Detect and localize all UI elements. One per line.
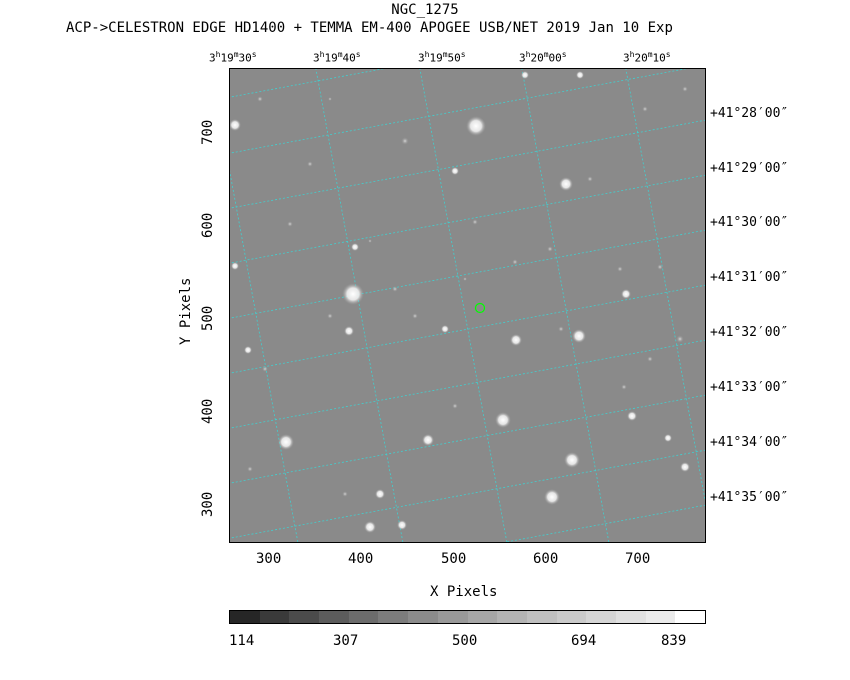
colorbar-segment [586,611,616,623]
colorbar-segment [289,611,320,623]
y-axis-label: Y Pixels [178,277,194,345]
colorbar-segment [408,611,438,623]
image-title: NGC_1275 [391,2,459,18]
coordinate-grid [230,69,705,542]
colorbar-segment [230,611,260,623]
colorbar-segment [319,611,349,623]
colorbar-label: 500 [452,633,478,649]
dec-tick-label: +41°29′00″ [710,161,789,176]
dec-tick-label: +41°31′00″ [710,270,789,285]
colorbar-segment [645,611,676,623]
ra-tick-label: 3h20m00s [519,50,567,65]
x-tick-label: 300 [256,551,282,567]
x-axis-label: X Pixels [430,584,498,600]
colorbar [229,610,706,624]
dec-tick-label: +41°28′00″ [710,106,789,121]
colorbar-segment [378,611,409,623]
y-tick-label: 500 [200,305,216,331]
colorbar-label: 839 [661,633,687,649]
colorbar-segment [259,611,290,623]
x-tick-label: 400 [348,551,374,567]
image-subtitle: ACP->CELESTRON EDGE HD1400 + TEMMA EM-40… [66,20,673,36]
sky-background [230,69,705,542]
colorbar-segment [675,611,705,623]
colorbar-segment [348,611,379,623]
ra-tick-label: 3h19m40s [313,50,361,65]
colorbar-segment [467,611,498,623]
x-tick-label: 600 [533,551,559,567]
y-tick-label: 400 [200,398,216,424]
y-tick-label: 700 [200,119,216,145]
stars [230,71,690,533]
x-tick-label: 500 [441,551,467,567]
colorbar-label: 114 [229,633,255,649]
target-marker [474,302,486,314]
ra-tick-label: 3h19m30s [209,50,257,65]
ra-tick-label: 3h19m50s [418,50,466,65]
y-tick-label: 300 [200,491,216,517]
dec-tick-label: +41°32′00″ [710,325,789,340]
dec-tick-label: +41°34′00″ [710,435,789,450]
colorbar-segment [556,611,587,623]
colorbar-label: 307 [333,633,359,649]
ra-tick-label: 3h20m10s [623,50,671,65]
star-field-image[interactable] [229,68,706,543]
dec-tick-label: +41°35′00″ [710,490,789,505]
colorbar-label: 694 [571,633,597,649]
colorbar-segment [497,611,527,623]
y-tick-label: 600 [200,212,216,238]
dec-tick-label: +41°33′00″ [710,380,789,395]
colorbar-segment [526,611,557,623]
dec-tick-label: +41°30′00″ [710,215,789,230]
colorbar-segment [437,611,468,623]
colorbar-segment [615,611,646,623]
star-field-svg [230,69,705,542]
x-tick-label: 700 [625,551,651,567]
